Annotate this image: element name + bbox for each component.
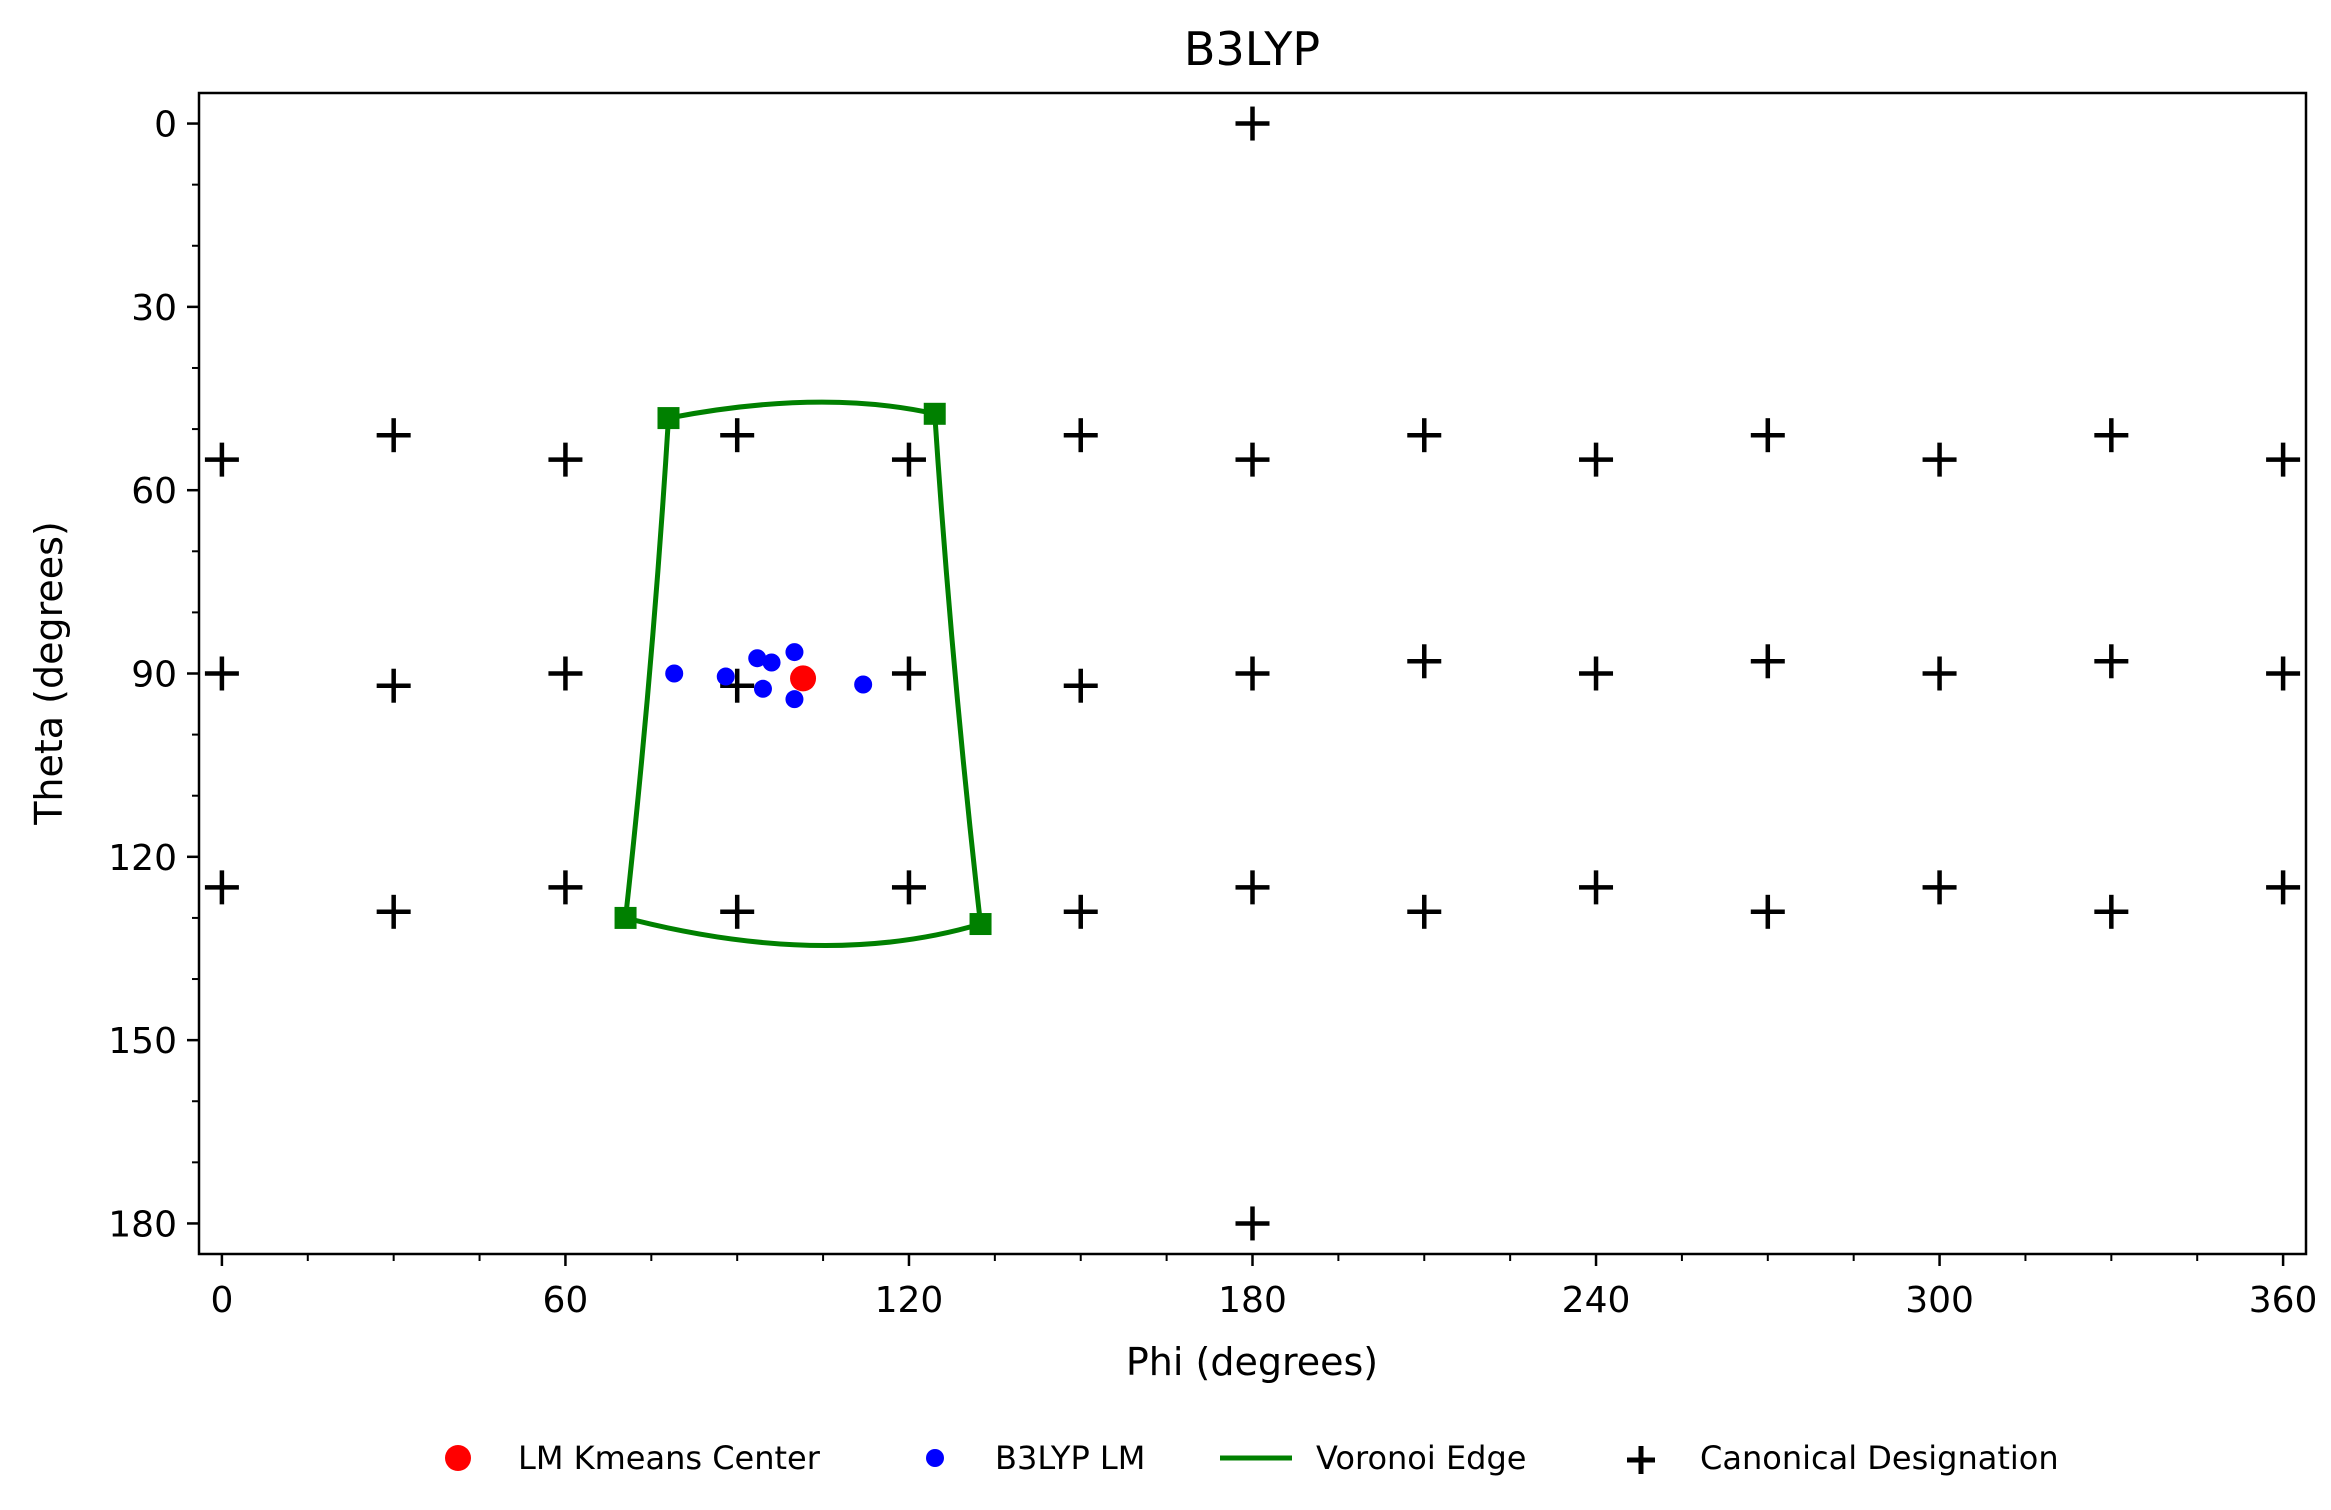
b3lyp-lm-point bbox=[665, 664, 684, 683]
voronoi-vertex bbox=[614, 906, 637, 929]
canonical-designation-point bbox=[1407, 418, 1442, 453]
canonical-designation-point bbox=[891, 870, 926, 905]
canonical-designation-point bbox=[1063, 668, 1098, 703]
legend-marker-b3lyp-lm bbox=[926, 1449, 944, 1467]
legend-label-canonical-designation: Canonical Designation bbox=[1700, 1439, 2059, 1477]
x-axis-ticks: 0 60 120 180 240 300 360 bbox=[210, 1254, 2317, 1321]
legend-marker-canonical-designation bbox=[1627, 1446, 1655, 1474]
canonical-designation-point bbox=[1235, 106, 1270, 141]
kmeans-center-point bbox=[790, 665, 817, 692]
canonical-designation-point bbox=[376, 894, 411, 929]
voronoi-edge-right bbox=[932, 413, 984, 925]
canonical-designation-point bbox=[548, 870, 583, 905]
canonical-designation-point bbox=[1750, 894, 1785, 929]
y-tick-label: 30 bbox=[131, 288, 177, 329]
y-tick-label: 90 bbox=[131, 655, 177, 696]
kmeans-center-layer bbox=[790, 665, 817, 692]
y-tick-label: 120 bbox=[108, 838, 177, 879]
b3lyp-lm-point bbox=[854, 675, 873, 694]
canonical-designation-point bbox=[1750, 644, 1785, 679]
canonical-designation-point bbox=[204, 442, 239, 477]
canonical-designation-point bbox=[376, 418, 411, 453]
y-tick-label: 150 bbox=[108, 1021, 177, 1062]
b3lyp-lm-point bbox=[785, 643, 804, 662]
chart-title: B3LYP bbox=[1184, 22, 1320, 76]
voronoi-edge-top bbox=[668, 399, 936, 421]
x-tick-label: 60 bbox=[543, 1280, 589, 1321]
canonical-designation-point bbox=[720, 668, 755, 703]
y-tick-label: 60 bbox=[131, 471, 177, 512]
b3lyp-lm-point bbox=[716, 667, 735, 686]
b3lyp-lm-point bbox=[785, 690, 804, 709]
canonical-designation-point bbox=[1922, 656, 1957, 691]
canonical-designation-point bbox=[2266, 656, 2301, 691]
b3lyp-lm-point bbox=[748, 649, 767, 668]
canonical-designation-point bbox=[376, 668, 411, 703]
canonical-designation-point bbox=[2094, 894, 2129, 929]
y-tick-label: 180 bbox=[108, 1204, 177, 1245]
canonical-designation-point bbox=[1407, 894, 1442, 929]
x-tick-label: 0 bbox=[210, 1280, 233, 1321]
voronoi-edge-layer bbox=[614, 399, 992, 948]
canonical-designation-point bbox=[1922, 442, 1957, 477]
b3lyp-lm-point bbox=[753, 679, 772, 698]
legend-label-kmeans-center: LM Kmeans Center bbox=[518, 1439, 821, 1477]
canonical-designation-point bbox=[1235, 656, 1270, 691]
x-tick-label: 240 bbox=[1562, 1280, 1631, 1321]
b3lyp-lm-point bbox=[762, 653, 781, 672]
canonical-designation-point bbox=[1235, 870, 1270, 905]
canonical-designation-point bbox=[2266, 870, 2301, 905]
canonical-designation-point bbox=[720, 894, 755, 929]
canonical-designation-point bbox=[1579, 870, 1614, 905]
x-tick-label: 180 bbox=[1218, 1280, 1287, 1321]
y-tick-label: 0 bbox=[154, 105, 177, 146]
canonical-designation-point bbox=[1235, 442, 1270, 477]
legend-label-voronoi-edge: Voronoi Edge bbox=[1316, 1439, 1526, 1477]
x-tick-label: 300 bbox=[1905, 1280, 1974, 1321]
canonical-designation-point bbox=[548, 442, 583, 477]
canonical-designation-point bbox=[1063, 894, 1098, 929]
canonical-designation-layer bbox=[204, 106, 2301, 1241]
legend-marker-kmeans-center bbox=[445, 1445, 471, 1471]
voronoi-vertex bbox=[923, 402, 946, 425]
voronoi-edge-bottom bbox=[624, 915, 982, 948]
legend: LM Kmeans Center B3LYP LM Voronoi Edge C… bbox=[445, 1439, 2059, 1477]
voronoi-edge-left bbox=[623, 417, 671, 919]
canonical-designation-point bbox=[1750, 418, 1785, 453]
canonical-designation-point bbox=[2266, 442, 2301, 477]
x-tick-label: 120 bbox=[875, 1280, 944, 1321]
x-tick-label: 360 bbox=[2249, 1280, 2318, 1321]
y-axis-ticks: 0 30 60 90 120 150 180 bbox=[108, 105, 199, 1245]
canonical-designation-point bbox=[548, 656, 583, 691]
voronoi-vertex bbox=[657, 407, 680, 430]
canonical-designation-point bbox=[204, 656, 239, 691]
canonical-designation-point bbox=[1063, 418, 1098, 453]
b3lyp-lm-layer bbox=[665, 643, 873, 709]
canonical-designation-point bbox=[1235, 1206, 1270, 1241]
canonical-designation-point bbox=[204, 870, 239, 905]
canonical-designation-point bbox=[891, 656, 926, 691]
canonical-designation-point bbox=[1922, 870, 1957, 905]
voronoi-vertex bbox=[969, 913, 992, 936]
canonical-designation-point bbox=[1407, 644, 1442, 679]
canonical-designation-point bbox=[2094, 644, 2129, 679]
canonical-designation-point bbox=[720, 418, 755, 453]
canonical-designation-point bbox=[1579, 442, 1614, 477]
x-axis-label: Phi (degrees) bbox=[1126, 1340, 1378, 1384]
y-axis-label: Theta (degrees) bbox=[27, 521, 71, 826]
canonical-designation-point bbox=[1579, 656, 1614, 691]
canonical-designation-point bbox=[2094, 418, 2129, 453]
legend-label-b3lyp-lm: B3LYP LM bbox=[995, 1439, 1145, 1477]
canonical-designation-point bbox=[891, 442, 926, 477]
